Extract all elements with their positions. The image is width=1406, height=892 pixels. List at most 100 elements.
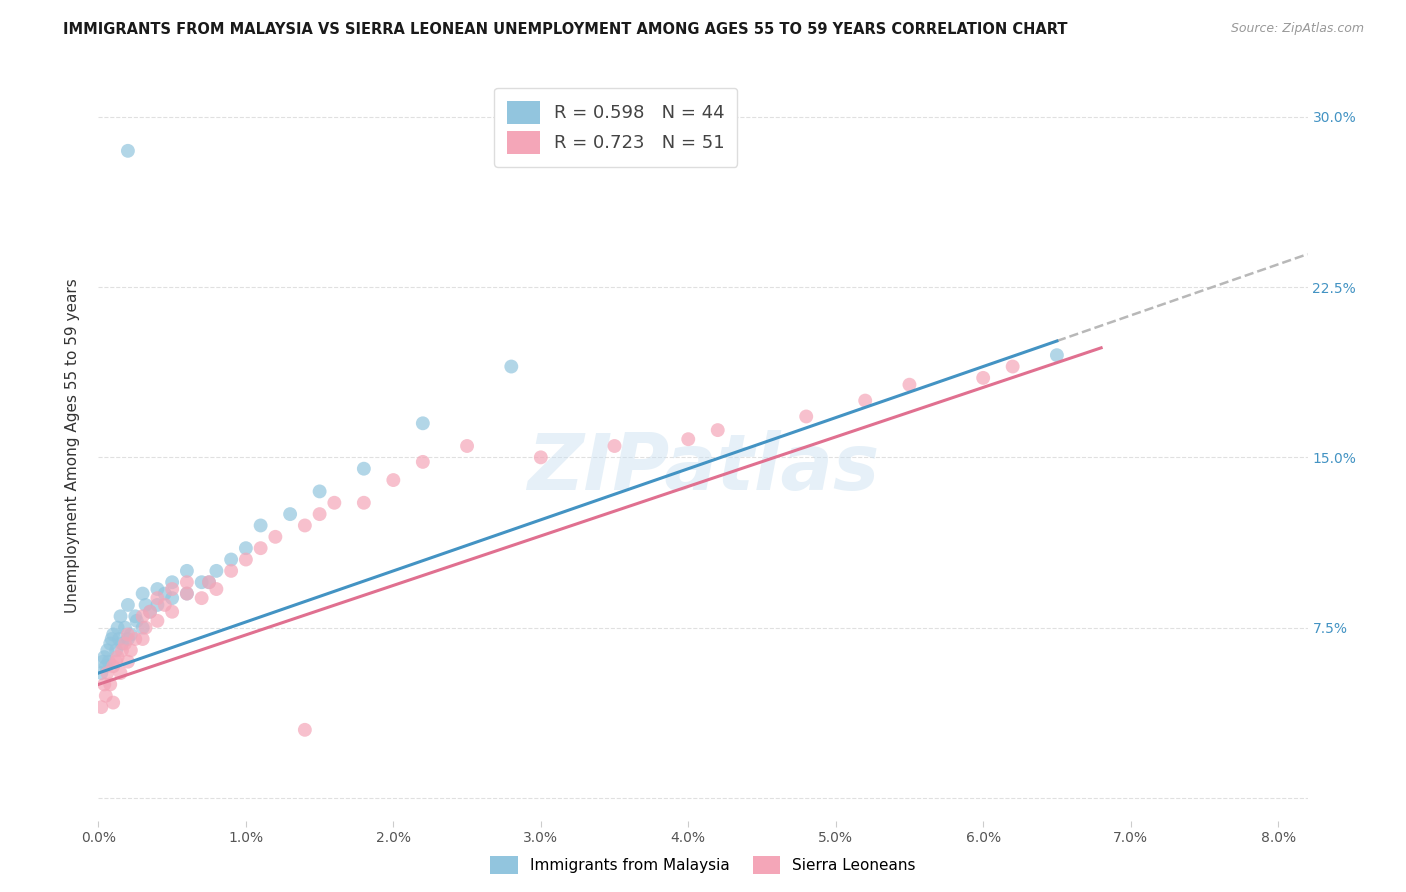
Text: Source: ZipAtlas.com: Source: ZipAtlas.com <box>1230 22 1364 36</box>
Point <box>101 696 124 710</box>
Point <box>794 409 817 424</box>
Point <box>97 655 120 669</box>
Point <box>98 677 121 691</box>
Point <box>93 677 115 691</box>
Point <box>308 484 330 499</box>
Point <box>120 643 142 657</box>
Point <box>176 564 198 578</box>
Point <box>678 432 700 446</box>
Legend: Immigrants from Malaysia, Sierra Leoneans: Immigrants from Malaysia, Sierra Leonean… <box>484 850 922 880</box>
Point <box>153 586 176 600</box>
Point <box>308 507 330 521</box>
Point <box>198 575 221 590</box>
Point <box>176 575 198 590</box>
Point <box>120 627 142 641</box>
Point <box>96 643 118 657</box>
Point <box>101 659 124 673</box>
Point <box>972 371 994 385</box>
Point <box>114 621 136 635</box>
Point <box>105 655 128 669</box>
Point <box>94 659 117 673</box>
Point <box>110 666 132 681</box>
Point <box>117 655 139 669</box>
Point <box>219 564 242 578</box>
Point <box>294 518 316 533</box>
Point <box>110 609 132 624</box>
Point <box>98 636 121 650</box>
Point <box>100 632 122 646</box>
Point <box>117 627 139 641</box>
Point <box>105 643 128 657</box>
Point <box>139 605 162 619</box>
Point <box>412 417 434 431</box>
Point <box>117 632 139 646</box>
Point <box>124 632 146 646</box>
Point <box>198 575 221 590</box>
Point <box>90 666 112 681</box>
Point <box>146 591 169 606</box>
Point <box>249 518 271 533</box>
Point <box>139 605 162 619</box>
Point <box>94 689 117 703</box>
Point <box>323 496 346 510</box>
Point <box>603 439 626 453</box>
Point <box>412 455 434 469</box>
Point <box>456 439 478 453</box>
Point <box>190 575 212 590</box>
Point <box>91 655 114 669</box>
Point <box>111 643 134 657</box>
Point <box>117 598 139 612</box>
Point <box>160 605 183 619</box>
Point <box>264 530 287 544</box>
Point <box>93 650 115 665</box>
Point <box>108 632 131 646</box>
Point <box>706 423 728 437</box>
Point <box>131 621 153 635</box>
Point <box>114 636 136 650</box>
Point <box>117 144 139 158</box>
Point <box>249 541 271 556</box>
Text: IMMIGRANTS FROM MALAYSIA VS SIERRA LEONEAN UNEMPLOYMENT AMONG AGES 55 TO 59 YEAR: IMMIGRANTS FROM MALAYSIA VS SIERRA LEONE… <box>63 22 1067 37</box>
Point <box>235 541 257 556</box>
Point <box>294 723 316 737</box>
Point <box>107 650 129 665</box>
Point <box>353 461 375 475</box>
Point <box>135 621 157 635</box>
Point <box>146 582 169 596</box>
Point <box>153 598 176 612</box>
Point <box>190 591 212 606</box>
Point <box>131 609 153 624</box>
Point <box>125 614 148 628</box>
Point <box>131 632 153 646</box>
Point <box>96 666 118 681</box>
Point <box>205 582 228 596</box>
Point <box>160 582 183 596</box>
Point <box>530 450 553 465</box>
Point <box>219 552 242 566</box>
Point <box>146 614 169 628</box>
Point <box>1046 348 1069 362</box>
Point <box>101 627 124 641</box>
Point <box>353 496 375 510</box>
Point <box>898 377 921 392</box>
Text: ZIPatlas: ZIPatlas <box>527 431 879 507</box>
Point <box>205 564 228 578</box>
Point <box>124 609 146 624</box>
Point <box>853 393 876 408</box>
Point <box>90 700 112 714</box>
Point <box>176 586 198 600</box>
Point <box>135 598 157 612</box>
Point <box>131 586 153 600</box>
Point <box>160 575 183 590</box>
Y-axis label: Unemployment Among Ages 55 to 59 years: Unemployment Among Ages 55 to 59 years <box>65 278 80 614</box>
Point <box>160 591 183 606</box>
Point <box>176 586 198 600</box>
Point <box>382 473 405 487</box>
Legend: R = 0.598   N = 44, R = 0.723   N = 51: R = 0.598 N = 44, R = 0.723 N = 51 <box>495 88 737 167</box>
Point <box>1001 359 1024 374</box>
Point <box>235 552 257 566</box>
Point <box>146 598 169 612</box>
Point <box>111 636 134 650</box>
Point <box>501 359 523 374</box>
Point <box>278 507 301 521</box>
